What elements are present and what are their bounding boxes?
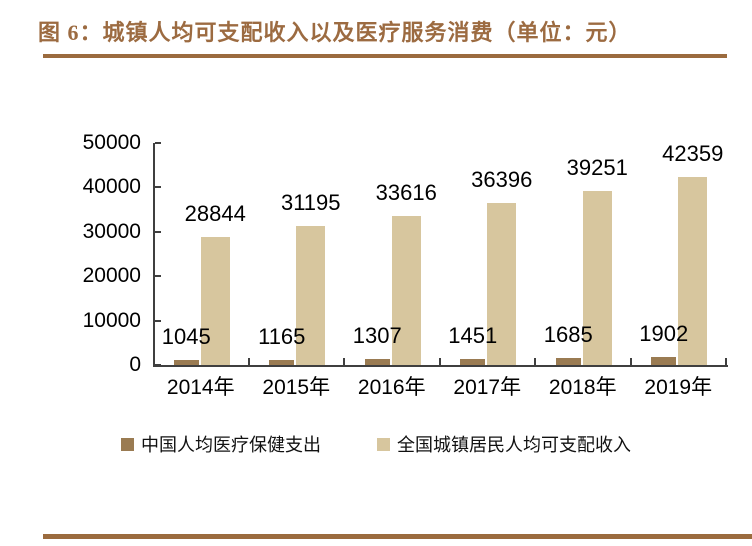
value-label-disposable-income: 33616 (375, 179, 437, 205)
value-label-disposable-income: 31195 (280, 190, 341, 216)
bar-medical-expenditure (555, 357, 581, 365)
x-tick-mark (725, 358, 727, 365)
value-label-medical-expenditure: 1451 (448, 322, 498, 348)
value-label-medical-expenditure: 1685 (543, 321, 593, 347)
value-label-medical-expenditure: 1307 (352, 323, 402, 349)
value-label-medical-expenditure: 1165 (258, 323, 306, 349)
bar-medical-expenditure (651, 356, 677, 365)
y-tick-label: 40000 (82, 175, 141, 199)
legend-label: 中国人均医疗保健支出 (141, 435, 321, 455)
value-label-disposable-income: 36396 (471, 167, 533, 193)
y-tick-mark (155, 230, 161, 233)
y-axis-line (153, 143, 155, 367)
y-tick-mark (155, 142, 161, 144)
y-tick-mark (155, 319, 161, 322)
bar-medical-expenditure (173, 360, 199, 365)
x-tick-mark (343, 358, 345, 365)
chart-legend: 中国人均医疗保健支出 全国城镇居民人均可支配收入 (0, 431, 752, 457)
y-tick-label: 20000 (82, 264, 141, 288)
y-tick-label: 50000 (82, 131, 141, 154)
figure-title: 图 6：城镇人均可支配收入以及医疗服务消费（单位：元） (38, 20, 632, 45)
bar-disposable-income (296, 226, 326, 365)
value-label-disposable-income: 42359 (662, 140, 724, 166)
title-underline (43, 54, 727, 58)
legend-swatch-icon (121, 437, 134, 451)
value-label-medical-expenditure: 1902 (639, 320, 689, 346)
x-tick-mark (629, 358, 632, 365)
value-label-medical-expenditure: 1045 (161, 324, 211, 350)
y-tick-label: 0 (129, 353, 141, 376)
legend-label: 全国城镇居民人均可支配收入 (397, 435, 631, 455)
bar-disposable-income (678, 176, 708, 365)
legend-item-disposable-income: 全国城镇居民人均可支配收入 (377, 431, 631, 457)
value-label-disposable-income: 39251 (566, 154, 628, 180)
y-tick-label: 30000 (82, 219, 141, 243)
legend-item-medical-expenditure: 中国人均医疗保健支出 (121, 431, 321, 457)
bar-disposable-income (391, 215, 421, 365)
y-tick-mark (155, 275, 161, 278)
x-tick-label: 2017年 (453, 376, 522, 399)
x-tick-label: 2015年 (262, 376, 331, 399)
x-tick-mark (247, 358, 250, 365)
y-tick-mark (155, 186, 161, 189)
bottom-rule (43, 534, 752, 539)
y-tick-mark (155, 364, 161, 366)
x-tick-label: 2018年 (548, 376, 617, 399)
value-label-disposable-income: 28844 (184, 200, 246, 226)
bar-medical-expenditure (269, 359, 295, 365)
x-tick-mark (534, 358, 536, 365)
bar-medical-expenditure (364, 359, 390, 365)
x-tick-label: 2016年 (357, 376, 426, 399)
x-tick-mark (438, 358, 441, 365)
bar-medical-expenditure (460, 358, 486, 365)
y-tick-label: 10000 (82, 308, 141, 332)
bar-disposable-income (487, 203, 517, 365)
x-axis-line (153, 365, 728, 367)
bar-disposable-income (200, 236, 230, 365)
x-tick-label: 2019年 (644, 376, 713, 399)
bar-disposable-income (582, 190, 612, 365)
legend-swatch-icon (377, 437, 390, 451)
x-tick-label: 2014年 (166, 376, 235, 399)
